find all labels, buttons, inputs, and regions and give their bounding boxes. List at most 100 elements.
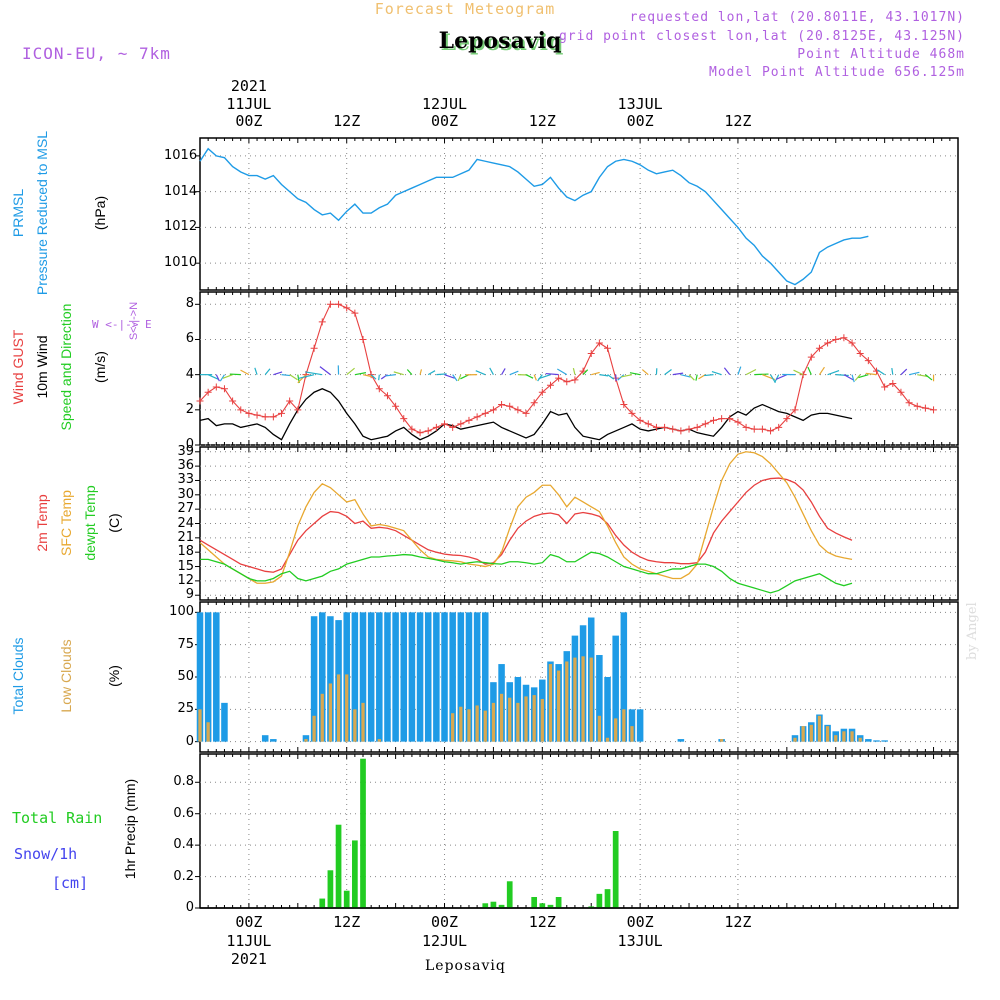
rain-bar xyxy=(506,881,513,908)
low-clouds-bar xyxy=(622,709,626,742)
wind-gust-point xyxy=(359,335,367,343)
bottom-year-label: 2021 xyxy=(230,950,267,968)
y-tick-label: 0 xyxy=(185,437,194,452)
chart-title: Leposaviq xyxy=(438,28,562,54)
wind-gust-point xyxy=(538,388,546,396)
top-date-label: 13JUL xyxy=(617,95,663,113)
wind-gust-point xyxy=(481,409,489,417)
wind-gust-point xyxy=(775,423,783,431)
low-clouds-bar xyxy=(516,702,520,742)
wind-gust-point xyxy=(522,409,530,417)
total-clouds-bar xyxy=(865,739,872,742)
y-tick-label: 24 xyxy=(177,515,194,531)
wind-gust-point xyxy=(253,411,261,419)
total-clouds-bar xyxy=(416,612,424,742)
wind-gust-point xyxy=(791,406,799,414)
wind-gust-point xyxy=(921,404,929,412)
wind-gust-point xyxy=(897,388,905,396)
y-tick-label: 36 xyxy=(177,458,194,474)
wind-direction-arrow xyxy=(419,369,423,375)
rain-bar xyxy=(352,840,358,908)
wind-direction-arrow xyxy=(406,369,413,376)
wind-gust-point xyxy=(506,402,514,410)
low-clouds-bar xyxy=(605,737,610,742)
wind-gust-point xyxy=(636,416,644,424)
y-tick-label: 33 xyxy=(177,472,194,488)
wind-gust-point xyxy=(913,402,921,410)
bottom-time-label: 00Z xyxy=(430,913,459,931)
low-clouds-bar xyxy=(475,705,479,742)
wind-gust-point xyxy=(375,385,383,393)
total-clouds-bar xyxy=(384,612,391,742)
low-clouds-bar xyxy=(483,710,487,742)
rain-bar xyxy=(360,758,366,908)
wind-direction-arrow xyxy=(641,369,649,376)
rain-bar xyxy=(555,897,562,908)
wind-direction-arrow xyxy=(775,374,788,380)
wind-gust-point xyxy=(604,344,612,352)
wind-gust-point xyxy=(457,420,465,428)
low-clouds-bar xyxy=(793,737,797,742)
wind-gust-point xyxy=(620,401,628,409)
wind-direction-arrow xyxy=(538,374,551,380)
wind-direction-arrow xyxy=(925,374,933,381)
bottom-time-label: 12Z xyxy=(528,913,556,931)
wind-gust-point xyxy=(269,413,277,421)
y-tick-label: 0.2 xyxy=(173,868,194,884)
low-clouds-bar xyxy=(614,718,618,742)
wind-direction-arrow xyxy=(615,374,617,381)
wind-gust-point xyxy=(807,353,815,361)
total-clouds-bar xyxy=(367,612,375,742)
low-clouds-bar xyxy=(540,698,544,742)
wind-direction-arrow xyxy=(695,374,698,381)
low-clouds-bar xyxy=(451,713,455,742)
wind-direction-arrow xyxy=(900,368,908,376)
total-clouds-bar xyxy=(441,612,448,742)
wind-direction-arrow xyxy=(754,373,769,376)
wind-gust-point xyxy=(750,425,758,433)
wind-gust-point xyxy=(546,381,554,389)
low-clouds-bar xyxy=(850,731,854,742)
total-clouds-bar xyxy=(270,739,277,742)
footer-place-name: Leposaviq xyxy=(425,958,506,974)
temp-line-2 xyxy=(200,551,853,594)
wind-gust-point xyxy=(571,376,579,384)
total-clouds-bar xyxy=(482,612,489,742)
y-tick-label: 1012 xyxy=(164,219,198,235)
wind-direction-arrow xyxy=(346,367,355,376)
low-clouds-bar xyxy=(206,722,210,742)
low-clouds-bar xyxy=(597,715,602,742)
rain-bar xyxy=(335,824,342,908)
low-clouds-bar xyxy=(556,670,561,742)
wind-direction-arrow xyxy=(289,374,298,381)
top-time-label: 12Z xyxy=(528,112,556,130)
top-time-label: 00Z xyxy=(626,112,654,130)
wind-direction-arrow xyxy=(240,369,250,376)
wind-gust-point xyxy=(424,427,432,435)
wind-gust-point xyxy=(758,425,766,433)
top-time-label: 00Z xyxy=(235,112,263,130)
total-clouds-bar xyxy=(408,612,416,742)
wind-gust-point xyxy=(726,415,734,423)
total-clouds-bar xyxy=(457,612,465,742)
total-clouds-bar xyxy=(400,612,408,742)
wind-direction-arrow xyxy=(264,368,271,376)
wind-direction-arrow xyxy=(688,374,695,381)
wind-gust-point xyxy=(335,300,343,308)
y-tick-label: 15 xyxy=(177,558,194,574)
wind-gust-point xyxy=(905,399,913,407)
total-clouds-bar xyxy=(473,612,481,742)
wind-direction-arrow xyxy=(854,374,861,381)
wind-direction-arrow xyxy=(281,374,291,377)
y-tick-label: 25 xyxy=(177,701,194,717)
wind-gust-point xyxy=(767,427,775,435)
temp-line-0 xyxy=(199,477,853,573)
y-tick-label: 9 xyxy=(185,587,194,603)
wind-gust-label: Wind GUST xyxy=(10,329,26,405)
total-clouds-bar xyxy=(204,612,212,742)
y-tick-label: 100 xyxy=(169,604,194,620)
wind-gust-point xyxy=(196,397,204,405)
snow-label: Snow/1h xyxy=(14,845,78,863)
top-date-label: 12JUL xyxy=(421,95,468,113)
wind-gust-point xyxy=(677,427,685,435)
